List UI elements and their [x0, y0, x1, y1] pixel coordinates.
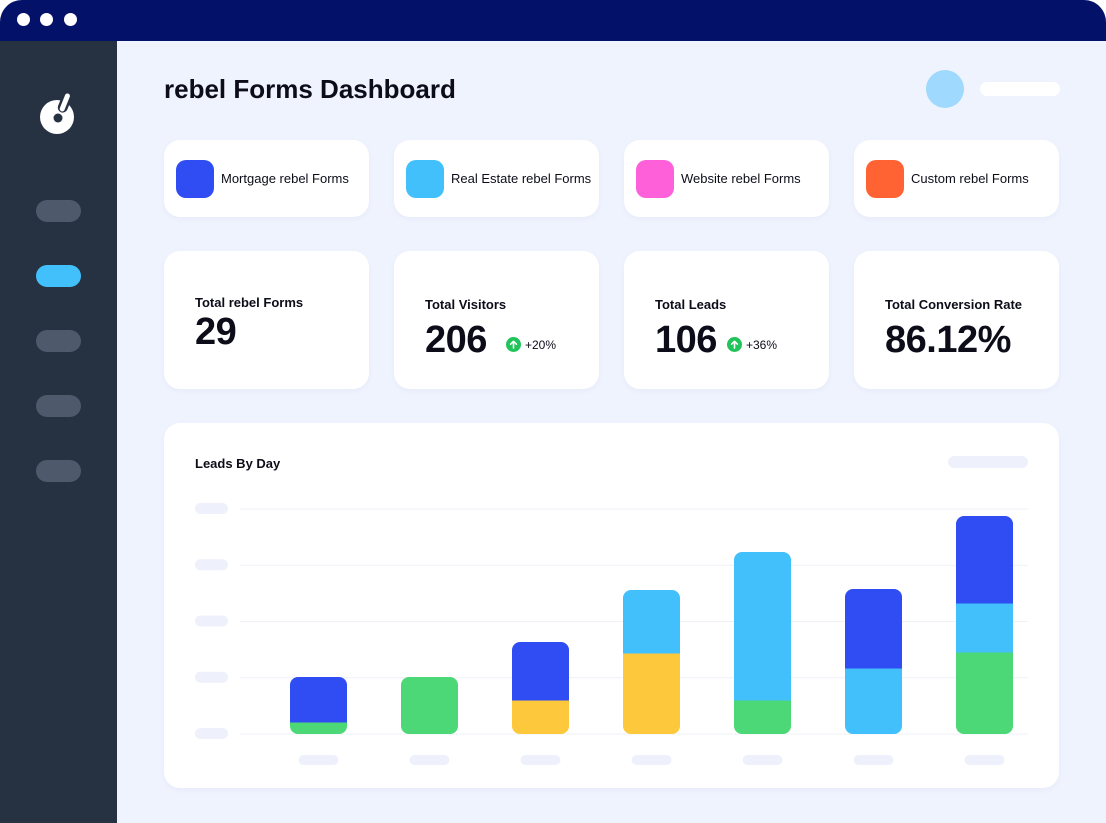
- custom-forms-icon: [866, 160, 904, 198]
- title-bar: [0, 0, 1106, 41]
- bar-segment: [401, 677, 458, 734]
- stat-value: 206: [425, 319, 487, 361]
- arrow-up-icon: [506, 337, 521, 352]
- stat-value: 86.12%: [885, 319, 1011, 361]
- bar-segment: [956, 516, 1013, 604]
- trend-indicator: +20%: [506, 337, 556, 352]
- x-tick-placeholder: [631, 755, 672, 765]
- form-card-label: Custom rebel Forms: [911, 171, 1029, 186]
- bar-stack[interactable]: [401, 677, 458, 735]
- bar-stack[interactable]: [734, 552, 791, 735]
- bar-segment: [734, 552, 791, 701]
- window-maximize-dot[interactable]: [64, 13, 77, 26]
- website-forms-icon: [636, 160, 674, 198]
- trend-value: +20%: [525, 337, 557, 352]
- form-card-label: Mortgage rebel Forms: [221, 171, 349, 186]
- window-minimize-dot[interactable]: [40, 13, 53, 26]
- y-tick-placeholder: [195, 615, 228, 627]
- stat-label: Total Conversion Rate: [885, 297, 1023, 312]
- y-tick-placeholder: [195, 671, 228, 683]
- bar-stack[interactable]: [290, 677, 347, 735]
- bar-stack[interactable]: [512, 642, 569, 735]
- trend-value: +36%: [746, 337, 778, 352]
- bar-segment: [623, 653, 680, 734]
- bar-segment: [956, 652, 1013, 734]
- window-close-dot[interactable]: [17, 13, 30, 26]
- form-card-website[interactable]: Website rebel Forms: [624, 140, 829, 217]
- y-tick-placeholder: [195, 503, 228, 514]
- bar-segment: [845, 589, 902, 669]
- rebel-forms-logo-icon[interactable]: [38, 87, 80, 137]
- sidebar-nav-item-2[interactable]: [36, 265, 81, 287]
- chart-filter-dropdown[interactable]: [948, 456, 1028, 468]
- stat-card-conversion-rate: Total Conversion Rate 86.12%: [854, 251, 1059, 389]
- bar-segment: [845, 668, 902, 734]
- leads-by-day-chart: [195, 503, 1028, 765]
- stat-label: Total Leads: [655, 297, 727, 312]
- real-estate-forms-icon: [406, 160, 444, 198]
- form-card-mortgage[interactable]: Mortgage rebel Forms: [164, 140, 369, 217]
- bar-stack[interactable]: [623, 590, 680, 735]
- stat-value: 106: [655, 319, 717, 361]
- bar-segment: [512, 642, 569, 701]
- x-tick-placeholder: [964, 755, 1005, 765]
- form-card-real-estate[interactable]: Real Estate rebel Forms: [394, 140, 599, 217]
- user-name-placeholder[interactable]: [980, 82, 1060, 96]
- main-content: rebel Forms Dashboard Mortgage rebel For…: [117, 41, 1106, 823]
- stat-card-total-forms: Total rebel Forms 29: [164, 251, 369, 389]
- form-card-custom[interactable]: Custom rebel Forms: [854, 140, 1059, 217]
- x-tick-placeholder: [742, 755, 783, 765]
- y-tick-placeholder: [195, 728, 228, 739]
- bar-stack[interactable]: [956, 516, 1013, 735]
- mortgage-forms-icon: [176, 160, 214, 198]
- sidebar-nav-item-4[interactable]: [36, 395, 81, 417]
- y-tick-placeholder: [195, 559, 228, 571]
- leads-by-day-chart-card: Leads By Day: [164, 423, 1059, 788]
- stat-label: Total Visitors: [425, 297, 507, 312]
- trend-indicator: +36%: [727, 337, 777, 352]
- page-title: rebel Forms Dashboard: [164, 74, 456, 104]
- x-tick-placeholder: [520, 755, 561, 765]
- bar-segment: [956, 603, 1013, 653]
- arrow-up-icon: [727, 337, 742, 352]
- bar-segment: [290, 677, 347, 723]
- bar-stack[interactable]: [845, 589, 902, 735]
- stat-card-total-leads: Total Leads 106 +36%: [624, 251, 829, 389]
- bar-segment: [290, 722, 347, 734]
- chart-title: Leads By Day: [195, 456, 281, 471]
- bar-segment: [623, 590, 680, 654]
- x-tick-placeholder: [853, 755, 894, 765]
- stat-label: Total rebel Forms: [195, 295, 304, 310]
- sidebar-nav-item-5[interactable]: [36, 460, 81, 482]
- x-tick-placeholder: [298, 755, 339, 765]
- stat-card-total-visitors: Total Visitors 206 +20%: [394, 251, 599, 389]
- bar-segment: [512, 700, 569, 734]
- sidebar-nav-item-3[interactable]: [36, 330, 81, 352]
- form-card-label: Real Estate rebel Forms: [451, 171, 592, 186]
- x-tick-placeholder: [409, 755, 450, 765]
- sidebar-nav-item-1[interactable]: [36, 200, 81, 222]
- form-card-label: Website rebel Forms: [681, 171, 801, 186]
- sidebar: [0, 41, 117, 823]
- stat-value: 29: [195, 311, 237, 353]
- avatar[interactable]: [926, 70, 964, 108]
- bar-segment: [734, 700, 791, 734]
